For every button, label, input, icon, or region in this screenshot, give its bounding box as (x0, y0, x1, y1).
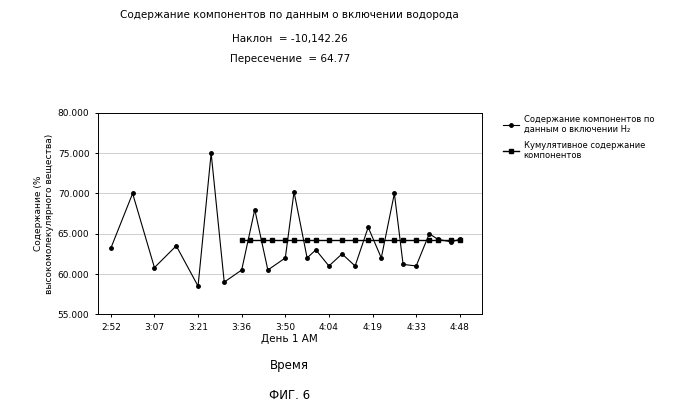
Text: ФИГ. 6: ФИГ. 6 (269, 389, 310, 402)
Y-axis label: Содержание (%
высокомолекулярного вещества): Содержание (% высокомолекулярного вещест… (34, 133, 54, 294)
Text: 5:02: 5:02 (0, 402, 1, 403)
Legend: Содержание компонентов по
данным о включении H₂, Кумулятивное содержание
компоне: Содержание компонентов по данным о включ… (501, 113, 656, 162)
Text: Время: Время (270, 359, 309, 372)
Text: Пересечение  = 64.77: Пересечение = 64.77 (230, 54, 350, 64)
X-axis label: День 1 AM: День 1 AM (261, 334, 318, 345)
Text: Содержание компонентов по данным о включении водорода: Содержание компонентов по данным о включ… (120, 10, 459, 20)
Text: Наклон  = -10,142.26: Наклон = -10,142.26 (232, 34, 348, 44)
